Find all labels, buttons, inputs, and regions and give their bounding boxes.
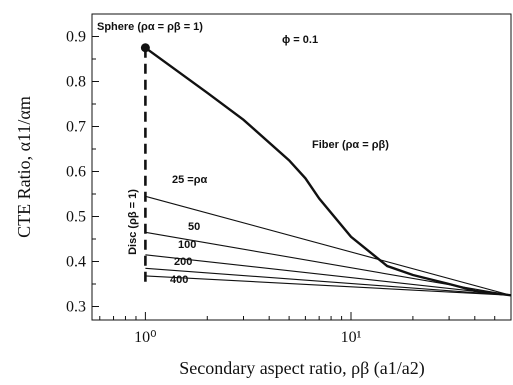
rho-alpha-line	[145, 231, 512, 296]
x-axis-title: Secondary aspect ratio, ρβ (a1/a2)	[179, 358, 425, 379]
phi-label: ϕ = 0.1	[282, 34, 318, 46]
y-tick-label: 0.6	[66, 164, 86, 181]
rho-alpha-label: 100	[178, 239, 196, 251]
y-tick-label: 0.3	[66, 299, 86, 316]
rho-alpha-line	[145, 195, 512, 296]
y-tick-label: 0.7	[66, 119, 86, 136]
rho-alpha-line	[145, 254, 512, 296]
x-tick-label: 10¹	[341, 329, 362, 346]
y-tick-label: 0.8	[66, 74, 86, 91]
rho-alpha-label: 200	[174, 256, 192, 268]
rho-alpha-label: 50	[188, 221, 200, 233]
rho-alpha-label: 25 =ρα	[172, 174, 208, 186]
fiber-curve	[144, 46, 512, 297]
sphere-point	[140, 43, 150, 53]
rho-alpha-line	[145, 267, 512, 296]
plot-frame	[91, 13, 512, 321]
rho-alpha-label: 400	[170, 274, 188, 286]
rho-alpha-line	[145, 275, 512, 296]
y-tick-label: 0.4	[66, 254, 86, 271]
y-axis-title: CTE Ratio, α11/αm	[14, 96, 34, 238]
disc-label: Disc (ρβ = 1)	[127, 189, 139, 255]
y-tick-label: 0.5	[66, 209, 86, 226]
y-tick-label: 0.9	[66, 29, 86, 46]
fiber-label: Fiber (ρα = ρβ)	[312, 139, 389, 151]
sphere-label: Sphere (ρα = ρβ = 1)	[97, 21, 203, 33]
x-tick-label: 10⁰	[134, 329, 156, 346]
